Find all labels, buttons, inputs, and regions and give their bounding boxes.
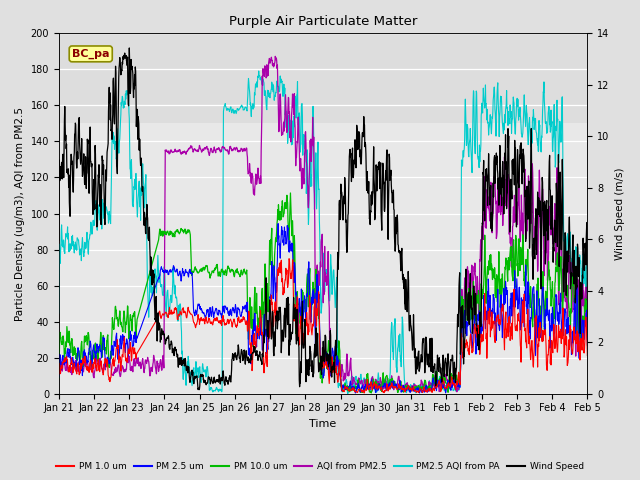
Text: BC_pa: BC_pa [72, 49, 109, 59]
Title: Purple Air Particulate Matter: Purple Air Particulate Matter [229, 15, 417, 28]
Legend: PM 1.0 um, PM 2.5 um, PM 10.0 um, AQI from PM2.5, PM2.5 AQI from PA, Wind Speed: PM 1.0 um, PM 2.5 um, PM 10.0 um, AQI fr… [52, 459, 588, 475]
Bar [59, 33, 588, 123]
Y-axis label: Wind Speed (m/s): Wind Speed (m/s) [615, 167, 625, 260]
Y-axis label: Particle Density (ug/m3), AQI from PM2.5: Particle Density (ug/m3), AQI from PM2.5 [15, 107, 25, 321]
X-axis label: Time: Time [309, 419, 337, 429]
